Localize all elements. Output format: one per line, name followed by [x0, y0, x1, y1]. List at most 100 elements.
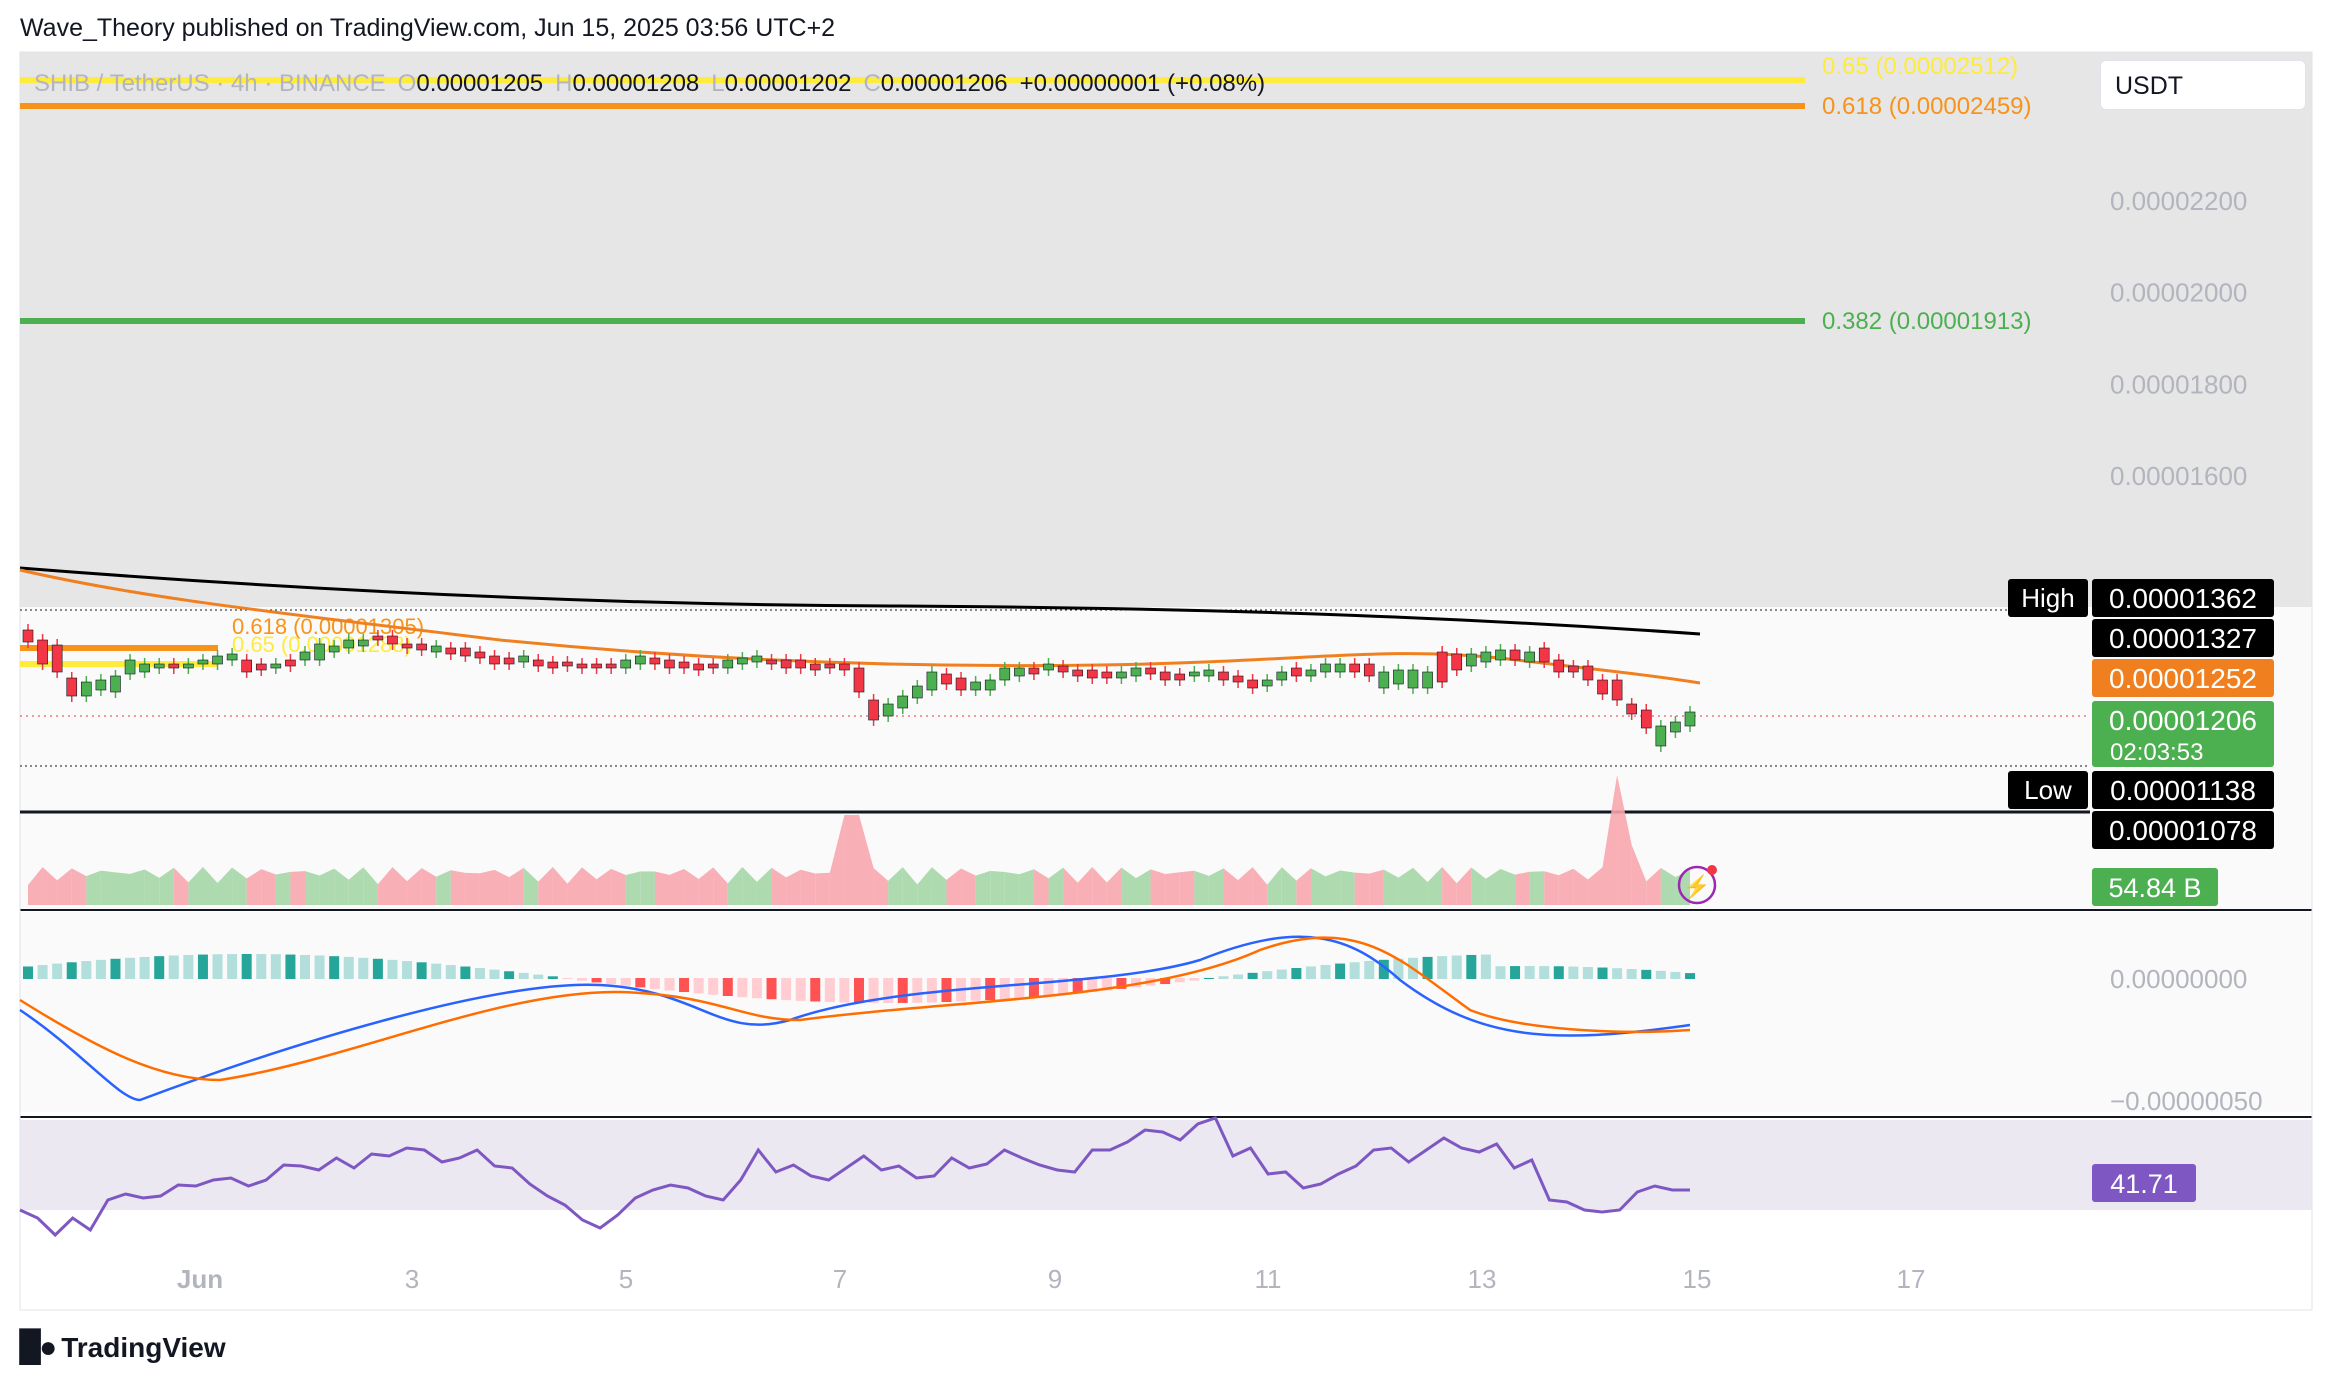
price-tag [2092, 659, 2274, 697]
macd-histogram-bar [591, 978, 602, 983]
macd-histogram-bar [1451, 955, 1462, 979]
candle-body [1028, 667, 1040, 675]
candle-body [751, 655, 763, 663]
candle-body [1349, 663, 1360, 673]
volume-segment [640, 871, 655, 905]
volume-segment [611, 868, 626, 905]
volume-segment [742, 867, 757, 905]
macd-histogram-bar [1189, 978, 1200, 981]
candle-body [95, 679, 107, 691]
candle-body [1538, 647, 1550, 663]
macd-histogram-bar [402, 961, 413, 979]
candle-body [1247, 679, 1258, 689]
macd-histogram-bar [1043, 978, 1054, 996]
publish-info: Wave_Theory published on TradingView.com… [20, 14, 836, 42]
candle-body [707, 663, 719, 669]
volume-segment [407, 868, 422, 905]
macd-histogram-bar [664, 978, 675, 991]
macd-histogram-bar [810, 978, 821, 1002]
price-tick-label: 0.00001600 [2110, 461, 2247, 491]
candle-body [809, 663, 821, 671]
candle-body [314, 643, 325, 661]
candle-body [1261, 679, 1273, 687]
currency-selector[interactable]: USDT [2100, 60, 2306, 110]
rsi-tag [2092, 1164, 2196, 1202]
macd-histogram-bar [1335, 963, 1346, 979]
volume-segment [1208, 868, 1224, 905]
macd-histogram-bar [1364, 960, 1375, 979]
rsi-line [19, 1116, 1690, 1238]
lightning-icon: ⚡ [1683, 874, 1710, 900]
candle-body [1014, 667, 1025, 677]
candle-body [270, 663, 282, 669]
volume-segment [363, 867, 378, 905]
candle-body [255, 663, 267, 671]
macd-histogram-bar [649, 978, 660, 990]
symbol-label[interactable]: SHIB / TetherUS · 4h · BINANCE [34, 70, 386, 97]
volume-segment [202, 867, 218, 905]
macd-histogram-bar [1582, 966, 1593, 979]
candle-body [1130, 667, 1142, 677]
volume-segment [1529, 871, 1545, 905]
volume-segment [902, 867, 918, 905]
volume-segment [582, 867, 597, 905]
volume-segment [1136, 869, 1151, 905]
fib-label: 0.618 (0.00002459) [1822, 93, 2032, 120]
macd-histogram-bar [1218, 976, 1229, 979]
volume-segment [348, 867, 364, 905]
price-pane-bg-top [20, 52, 2312, 607]
volume-segment [1296, 868, 1311, 905]
macd-histogram-bar [314, 955, 325, 979]
price-tag-title-box [2008, 771, 2088, 809]
macd-histogram-bar [620, 978, 631, 986]
macd-histogram-bar [416, 962, 427, 979]
macd-histogram-bar [1495, 966, 1506, 979]
fib-label: 0.65 (0.00002512) [1822, 53, 2018, 80]
candle-body [1043, 663, 1054, 671]
macd-histogram-bar [1116, 978, 1127, 989]
macd-histogram-bar [227, 954, 238, 979]
price-tag-value: 0.00001362 [2109, 583, 2257, 614]
macd-tick-label: −0.00000050 [2110, 1086, 2263, 1116]
candle-body [562, 661, 573, 667]
candle-body [1145, 667, 1156, 675]
candle-body [474, 651, 486, 659]
candle-body [824, 663, 836, 669]
volume-segment [523, 867, 539, 905]
macd-histogram-bar [1539, 966, 1550, 979]
macd-histogram-bar [110, 958, 121, 979]
volume-segment [450, 870, 466, 905]
price-tag [2092, 579, 2274, 617]
candle-body [547, 661, 559, 669]
volume-segment [57, 868, 72, 905]
macd-histogram-bar [518, 972, 529, 979]
macd-histogram-bar [1378, 959, 1389, 979]
macd-histogram-bar [1160, 978, 1171, 985]
open-prefix: O [397, 70, 417, 97]
macd-histogram-bar [1028, 978, 1039, 998]
candle-body [1218, 671, 1229, 681]
volume-segment [144, 869, 160, 905]
volume-segment [1587, 867, 1603, 905]
time-tick-label: 11 [1255, 1264, 1282, 1294]
macd-histogram-bar [329, 956, 340, 979]
volume-segment [567, 867, 582, 905]
volume-segment [654, 871, 670, 905]
macd-line [19, 935, 1691, 1102]
macd-histogram-bar [606, 978, 617, 985]
tradingview-logo[interactable]: ▉● TradingView [20, 1330, 226, 1365]
macd-histogram-bar [1480, 954, 1491, 979]
volume-segment [115, 872, 131, 905]
macd-histogram-bar [781, 978, 792, 1001]
candle-body [664, 659, 675, 669]
volume-segment [859, 815, 874, 905]
volume-segment [319, 868, 335, 905]
tradingview-icon: ▉● [20, 1331, 57, 1364]
price-tag-value: 0.00001206 [2109, 705, 2257, 736]
macd-histogram-bar [154, 956, 165, 979]
volume-segment [1252, 867, 1268, 905]
candle-body [1232, 675, 1244, 683]
time-tick-label: 17 [1897, 1264, 1926, 1294]
candle-body [882, 703, 894, 717]
